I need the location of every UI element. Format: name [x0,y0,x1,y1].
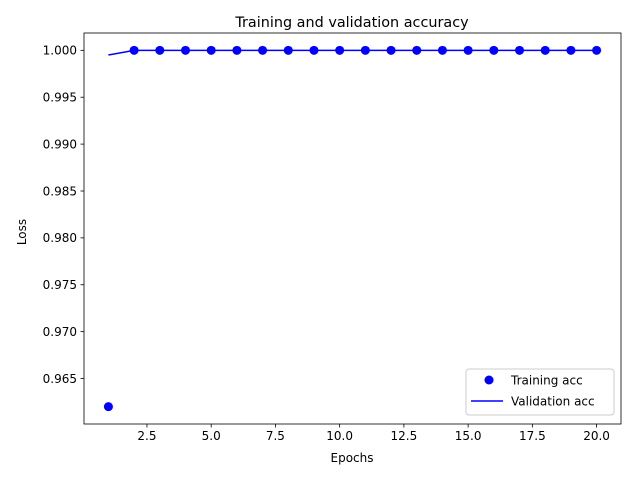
legend: Training acc Validation acc [465,368,615,416]
training-acc-point [129,45,139,55]
training-acc-point [566,45,576,55]
legend-marker-training [484,375,494,385]
training-acc-point [540,45,550,55]
x-tick-label: 7.5 [266,429,285,443]
x-tick-label: 10.0 [326,429,353,443]
training-acc-point [206,45,216,55]
y-tick-label: 0.995 [43,91,77,105]
y-tick-label: 0.975 [43,278,77,292]
chart-title: Training and validation accuracy [234,15,469,31]
x-tick-label: 5.0 [202,429,221,443]
x-axis: 2.5 5.0 7.5 10.0 12.5 15.0 17.5 20.0 [137,424,610,443]
y-tick-label: 1.000 [43,44,77,58]
y-tick-label: 0.980 [43,231,77,245]
x-tick-label: 12.5 [391,429,418,443]
y-axis: 0.965 0.970 0.975 0.980 0.985 0.990 0.995 1.000 [43,44,84,386]
training-acc-point [155,45,165,55]
training-acc-point [360,45,370,55]
y-tick-label: 0.970 [43,325,77,339]
axes-frame [83,32,622,425]
training-acc-point [592,45,602,55]
training-acc-point [386,45,396,55]
training-acc-point [437,45,447,55]
x-axis-label: Epochs [331,451,374,465]
x-tick-label: 20.0 [583,429,610,443]
training-acc-point [180,45,190,55]
plot-area [103,45,602,412]
x-tick-label: 2.5 [137,429,156,443]
legend-label-validation: Validation acc [511,395,595,409]
training-acc-point [335,45,345,55]
training-acc-point [489,45,499,55]
training-acc-point [103,402,113,412]
training-acc-point [412,45,422,55]
y-tick-label: 0.965 [43,372,77,386]
training-acc-point [309,45,319,55]
y-tick-label: 0.990 [43,137,77,151]
x-tick-label: 15.0 [455,429,482,443]
legend-label-training: Training acc [510,374,583,388]
training-acc-point [463,45,473,55]
y-axis-label: Loss [15,219,29,245]
training-acc-point [258,45,268,55]
legend-box [465,368,615,416]
x-tick-label: 17.5 [519,429,546,443]
y-tick-label: 0.985 [43,184,77,198]
training-acc-point [283,45,293,55]
training-acc-point [232,45,242,55]
training-acc-point [515,45,525,55]
